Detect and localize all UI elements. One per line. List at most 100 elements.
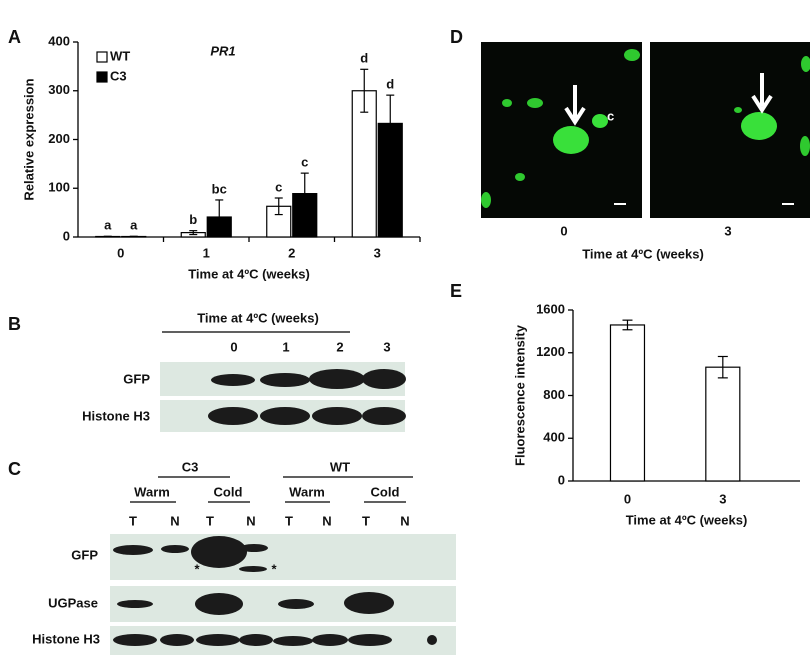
lane-label: 1: [282, 339, 289, 354]
band: [113, 545, 153, 555]
group-label: WT: [330, 459, 350, 474]
panel-label: C: [8, 459, 21, 479]
band: [113, 634, 157, 646]
y-tick-label: 1200: [536, 344, 565, 359]
y-tick-label: 300: [48, 82, 70, 97]
y-tick-label: 400: [543, 430, 565, 445]
blot-strip: [110, 534, 456, 580]
fraction-label: T: [206, 513, 214, 528]
row-label: UGPase: [48, 595, 98, 610]
band: [117, 600, 153, 608]
lane-label: 0: [230, 339, 237, 354]
band: [362, 369, 406, 389]
bar: [705, 366, 741, 482]
band: [191, 536, 247, 568]
band: [278, 599, 314, 609]
band: [260, 373, 310, 387]
nucleus: [624, 49, 640, 61]
y-tick-label: 100: [48, 180, 70, 195]
band: [195, 593, 243, 615]
micrograph: [650, 42, 810, 218]
x-tick-label: 0: [117, 245, 124, 260]
arrow: [751, 73, 773, 114]
significance-label: a: [130, 218, 138, 233]
band: [196, 634, 240, 646]
fraction-label: N: [400, 513, 409, 528]
x-tick-label: 3: [374, 245, 381, 260]
band: [160, 634, 194, 646]
lane-label: 2: [336, 339, 343, 354]
fraction-label: N: [246, 513, 255, 528]
condition-label: Cold: [371, 484, 400, 499]
band: [348, 634, 392, 646]
band: [344, 592, 394, 614]
fraction-label: N: [170, 513, 179, 528]
x-tick-label: 1: [203, 245, 210, 260]
band: [239, 566, 267, 572]
y-tick-label: 800: [543, 387, 565, 402]
band: [208, 407, 258, 425]
legend-label: C3: [110, 68, 127, 83]
axis-title: Time at 4ºC (weeks): [188, 266, 310, 281]
axis-title: Time at 4ºC (weeks): [626, 512, 748, 527]
axis-title: Relative expression: [21, 78, 36, 200]
condition-label: Warm: [289, 484, 325, 499]
bar: [351, 90, 377, 238]
legend-label: WT: [110, 48, 130, 63]
y-tick-label: 1600: [536, 301, 565, 316]
legend-swatch: [96, 71, 108, 83]
panel-label: B: [8, 314, 21, 334]
significance-label: d: [360, 51, 368, 66]
legend-swatch: [96, 51, 108, 63]
nucleus: [801, 56, 810, 72]
lane-label: 3: [383, 339, 390, 354]
band: [239, 634, 273, 646]
fraction-label: T: [129, 513, 137, 528]
band: [260, 407, 310, 425]
panel-label: D: [450, 27, 463, 47]
band: [312, 634, 348, 646]
bar: [609, 324, 646, 482]
row-label: Histone H3: [32, 631, 100, 646]
nucleus: [734, 107, 742, 113]
panel-label: E: [450, 281, 462, 301]
axis-title: Fluorescence intensity: [512, 324, 527, 466]
y-tick-label: 0: [558, 472, 565, 487]
condition-label: Warm: [134, 484, 170, 499]
y-tick-label: 0: [63, 228, 70, 243]
band: [309, 369, 365, 389]
band: [273, 636, 313, 646]
group-label: C3: [182, 459, 199, 474]
x-tick-label: 2: [288, 245, 295, 260]
band: [312, 407, 362, 425]
band: [240, 544, 268, 552]
significance-label: a: [104, 218, 112, 233]
blot-title: Time at 4ºC (weeks): [197, 310, 319, 325]
fraction-label: T: [362, 513, 370, 528]
band: [427, 635, 437, 645]
x-tick-label: 3: [719, 491, 726, 506]
nucleus: [800, 136, 810, 156]
marker: *: [271, 561, 277, 576]
nucleus: [592, 114, 608, 128]
significance-label: b: [189, 212, 197, 227]
fraction-label: N: [322, 513, 331, 528]
significance-label: c: [301, 155, 308, 170]
row-label: GFP: [123, 371, 150, 386]
significance-label: d: [386, 77, 394, 92]
marker: *: [194, 561, 200, 576]
significance-label: c: [275, 179, 282, 194]
fraction-label: T: [285, 513, 293, 528]
row-label: Histone H3: [82, 408, 150, 423]
annotation: c: [607, 108, 614, 123]
nucleus: [553, 126, 589, 154]
panel-label: A: [8, 27, 21, 47]
nucleus: [515, 173, 525, 181]
nucleus: [527, 98, 543, 108]
arrow: [564, 85, 586, 126]
y-tick-label: 400: [48, 33, 70, 48]
y-tick-label: 200: [48, 131, 70, 146]
image-label: 3: [724, 223, 731, 238]
band: [161, 545, 189, 553]
